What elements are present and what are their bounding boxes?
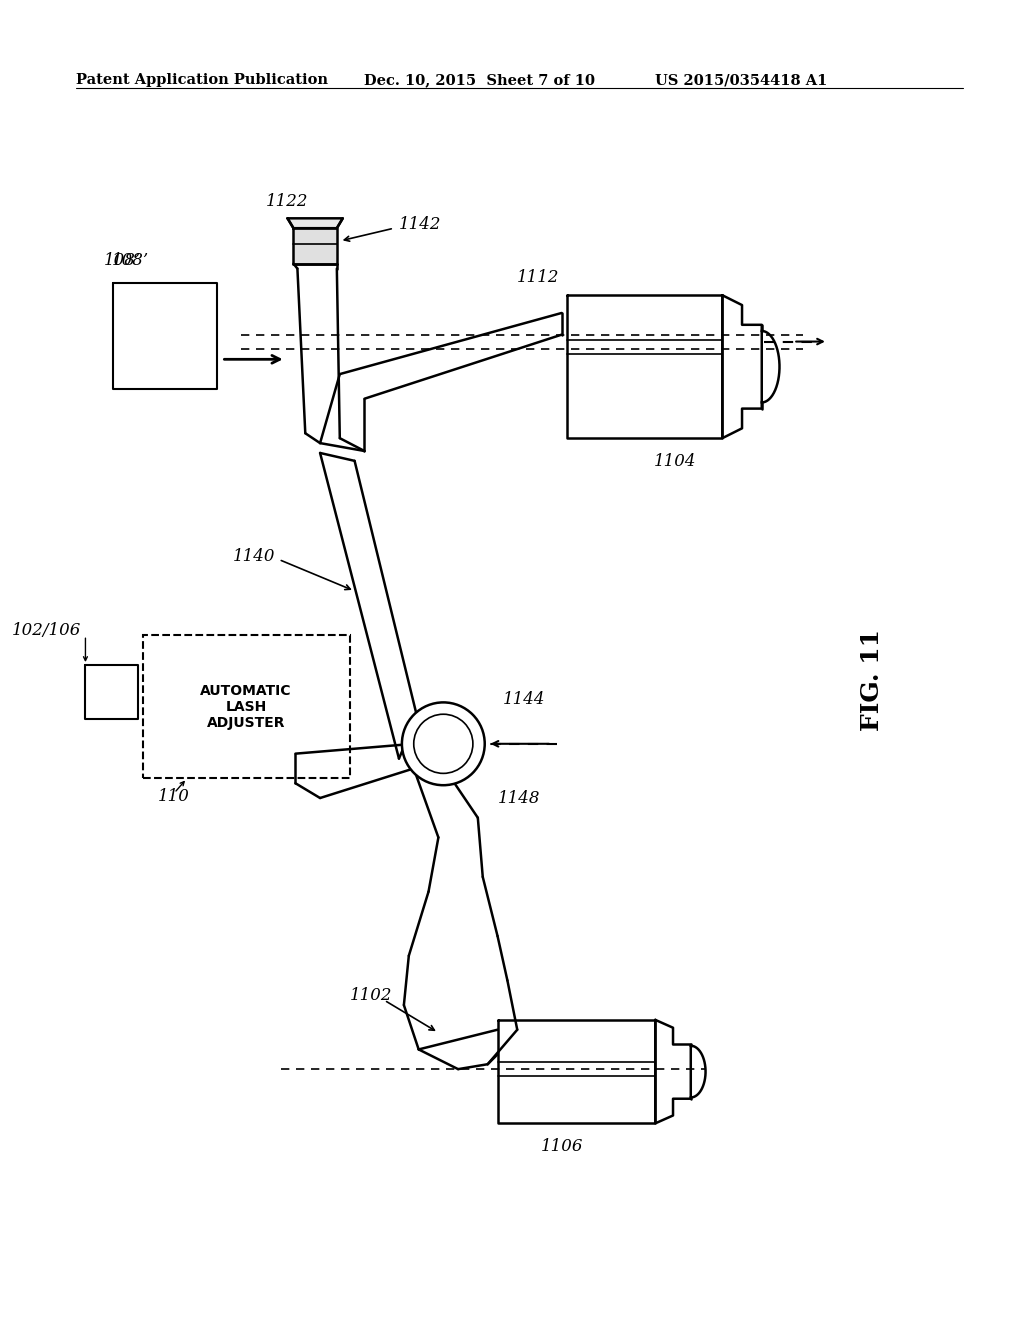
Text: 1142: 1142 <box>399 215 441 232</box>
Text: 1102: 1102 <box>349 987 392 1003</box>
Text: 1112: 1112 <box>517 269 560 286</box>
Text: 110: 110 <box>158 788 189 805</box>
Text: Patent Application Publication: Patent Application Publication <box>76 74 328 87</box>
Text: US 2015/0354418 A1: US 2015/0354418 A1 <box>655 74 827 87</box>
Text: 1144: 1144 <box>503 690 545 708</box>
Text: 1148: 1148 <box>498 789 540 807</box>
Text: FIG. 11: FIG. 11 <box>860 628 884 731</box>
Text: 1106: 1106 <box>541 1138 583 1155</box>
Text: 1122: 1122 <box>266 193 308 210</box>
Text: Dec. 10, 2015  Sheet 7 of 10: Dec. 10, 2015 Sheet 7 of 10 <box>365 74 595 87</box>
Text: 108’: 108’ <box>113 252 150 269</box>
Text: AUTOMATIC
LASH
ADJUSTER: AUTOMATIC LASH ADJUSTER <box>201 684 292 730</box>
Polygon shape <box>288 218 343 228</box>
Circle shape <box>401 702 484 785</box>
Text: 1140: 1140 <box>233 548 275 565</box>
Bar <box>142 635 349 779</box>
Text: 1104: 1104 <box>653 453 696 470</box>
Text: 102/106: 102/106 <box>12 622 82 639</box>
Text: 108’: 108’ <box>104 252 141 269</box>
Polygon shape <box>294 228 337 264</box>
